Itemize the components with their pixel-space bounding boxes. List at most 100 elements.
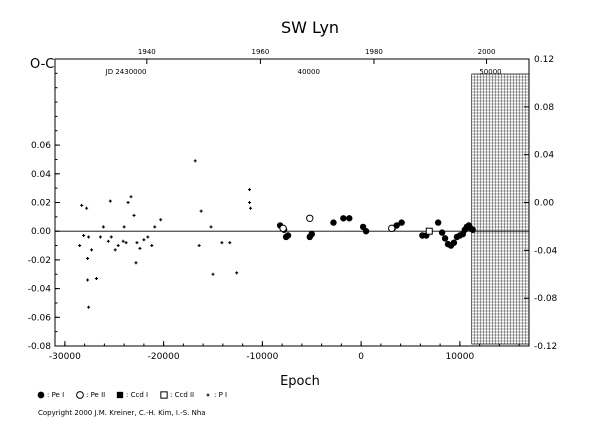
- data-point-plus: [87, 305, 91, 309]
- x-tick-label: 10000: [446, 352, 475, 362]
- legend-marker-filled-circle: [37, 391, 45, 399]
- data-point-plus: [106, 239, 110, 243]
- data-point-plus: [249, 206, 253, 210]
- data-point-plus: [235, 271, 239, 275]
- data-point-filled-circle: [450, 239, 458, 246]
- right-tick-label: -0.12: [534, 342, 557, 352]
- legend-label: : P I: [214, 391, 227, 399]
- data-point-filled-circle: [434, 219, 442, 226]
- data-point-plus: [211, 272, 215, 276]
- right-tick-label: 0.08: [534, 103, 554, 113]
- y-tick-label: -0.04: [28, 285, 52, 295]
- data-point-filled-circle: [469, 226, 476, 233]
- data-point-plus: [248, 188, 252, 192]
- copyright-text: Copyright 2000 J.M. Kreiner, C.-H. Kim, …: [38, 409, 206, 417]
- data-point-plus: [78, 244, 82, 248]
- data-point-open-square: [425, 227, 433, 235]
- data-point-open-circle: [306, 214, 314, 222]
- x-tick-label: 0: [358, 352, 364, 362]
- data-point-plus: [142, 238, 146, 242]
- jd-tick-label: JD 2430000: [105, 68, 147, 76]
- data-point-plus: [135, 241, 139, 245]
- right-tick-label: 0.12: [534, 55, 554, 65]
- data-point-filled-circle: [340, 215, 347, 222]
- jd-tick-label: 40000: [298, 68, 320, 76]
- data-point-filled-circle: [362, 228, 370, 235]
- year-tick-label: 2000: [478, 48, 496, 56]
- plot-frame: [54, 58, 530, 347]
- data-point-plus: [109, 235, 113, 239]
- x-tick-label: -20000: [148, 352, 180, 362]
- data-point-plus: [86, 256, 90, 260]
- y-tick-label: -0.06: [28, 313, 52, 323]
- chart-title: SW Lyn: [281, 18, 339, 37]
- data-point-open-circle: [388, 224, 396, 233]
- x-tick-label: -10000: [246, 352, 278, 362]
- data-point-plus: [248, 201, 252, 204]
- data-point-plus: [153, 225, 157, 229]
- data-point-plus: [87, 235, 91, 239]
- data-point-plus: [85, 206, 89, 210]
- year-tick-label: 1940: [138, 48, 156, 56]
- y-tick-label: -0.08: [28, 342, 52, 352]
- data-point-filled-circle: [346, 215, 353, 222]
- data-point-open-circle: [279, 224, 287, 233]
- data-point-plus: [116, 244, 120, 248]
- data-point-plus: [101, 225, 105, 229]
- right-tick-label: 0.04: [534, 151, 554, 161]
- data-point-filled-circle: [284, 232, 292, 239]
- legend-label: : Pe II: [86, 391, 105, 399]
- y-tick-label: 0.02: [31, 199, 51, 209]
- data-point-plus: [134, 261, 138, 265]
- data-point-plus: [113, 248, 117, 252]
- data-point-plus: [90, 248, 94, 252]
- data-point-plus: [94, 277, 98, 281]
- data-point-plus: [98, 235, 102, 239]
- data-point-plus: [86, 278, 90, 282]
- data-point-filled-circle: [330, 219, 337, 226]
- legend-marker-open-circle: [76, 391, 84, 399]
- data-point-filled-circle: [308, 230, 315, 238]
- data-point-plus: [193, 159, 197, 163]
- data-point-plus: [146, 235, 150, 239]
- data-point-filled-circle: [438, 229, 446, 236]
- data-point-plus: [126, 201, 130, 204]
- legend-marker-filled-square: [116, 391, 124, 399]
- data-point-plus: [82, 234, 86, 238]
- legend-label: : Pe I: [47, 391, 64, 399]
- year-tick-label: 1980: [365, 48, 383, 56]
- legend-marker-plus: [206, 393, 210, 397]
- x-tick-label: -30000: [49, 352, 81, 362]
- data-point-plus: [199, 209, 203, 213]
- future-epoch-hatch: [471, 73, 530, 345]
- legend: : Pe I : Pe II : Ccd I : Ccd II : P I: [37, 391, 227, 399]
- right-tick-label: 0.00: [534, 199, 554, 209]
- jd-tick-label: 50000: [479, 68, 501, 76]
- data-point-plus: [228, 241, 232, 245]
- data-point-plus: [197, 244, 201, 248]
- y-tick-label: 0.00: [31, 227, 51, 237]
- data-point-filled-circle: [441, 235, 449, 242]
- y-tick-label: 0.06: [31, 141, 51, 151]
- y-tick-label: 0.04: [31, 170, 51, 180]
- y-tick-label: -0.02: [28, 256, 51, 266]
- data-point-plus: [121, 239, 125, 243]
- data-point-plus: [220, 241, 224, 245]
- right-tick-label: -0.04: [534, 246, 558, 256]
- data-point-plus: [209, 225, 213, 229]
- right-tick-label: -0.08: [534, 294, 558, 304]
- data-point-plus: [132, 213, 136, 217]
- data-point-plus: [108, 199, 112, 203]
- data-point-plus: [138, 246, 142, 250]
- data-point-plus: [80, 203, 84, 207]
- data-point-plus: [150, 244, 154, 248]
- y-axis-label: O-C: [30, 57, 54, 72]
- legend-label: : Ccd I: [126, 391, 148, 399]
- data-point-plus: [129, 195, 133, 199]
- legend-label: : Ccd II: [170, 391, 194, 399]
- data-point-plus: [159, 218, 163, 222]
- data-point-filled-circle: [398, 219, 405, 226]
- x-axis-label: Epoch: [280, 374, 320, 389]
- data-point-plus: [124, 241, 128, 245]
